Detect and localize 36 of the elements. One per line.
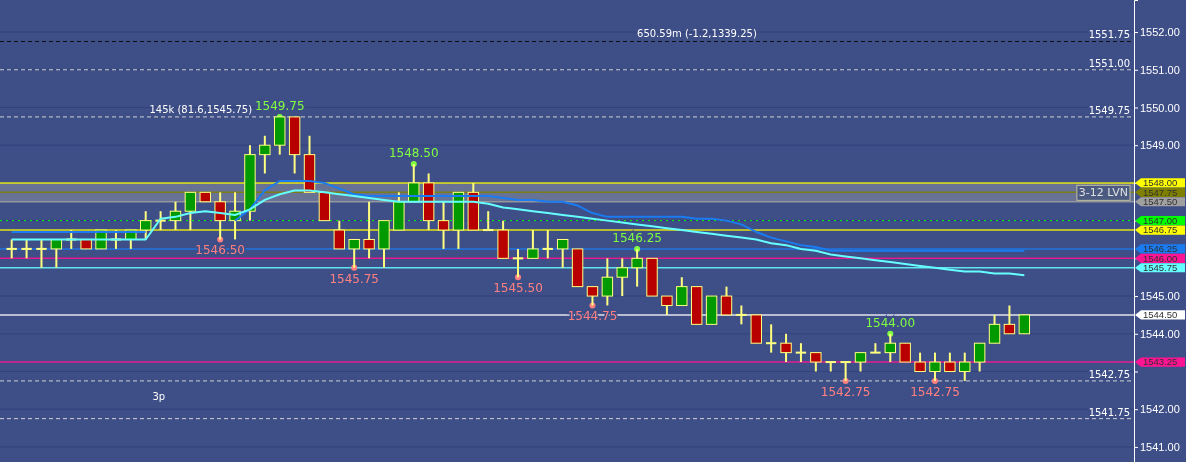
- annotation: 650.59m (-1.2,1339.25): [637, 28, 757, 40]
- ref-line-label: 1546.00: [1143, 252, 1178, 264]
- data-label: 1545.50: [493, 281, 543, 296]
- data-label: 1542.75: [820, 384, 871, 399]
- annotation: 3p: [152, 391, 166, 402]
- ref-line-label: 1541.75: [1088, 406, 1130, 418]
- ref-line-label: 1551.00: [1088, 57, 1130, 69]
- ref-line-label: 1542.75: [1088, 368, 1130, 380]
- y-tick-label: 1541.00: [1140, 440, 1180, 453]
- y-tick-label: 1542.00: [1140, 403, 1180, 416]
- ref-line-label: 1548.00: [1143, 177, 1178, 189]
- data-label: 1549.75: [254, 98, 305, 113]
- ref-line-label: 1547.00: [1143, 214, 1178, 226]
- y-tick-label: 1551.00: [1140, 63, 1180, 76]
- ref-line-label: 1551.75: [1088, 29, 1130, 41]
- data-label: 1546.50: [195, 243, 245, 258]
- band-label: 3-12 LVN: [1078, 186, 1128, 200]
- ref-line-label: 1543.25: [1143, 356, 1178, 368]
- ref-line-label: 1547.50: [1143, 196, 1178, 208]
- data-label: 1542.75: [910, 384, 960, 399]
- ref-line-label: 1545.75: [1143, 262, 1178, 274]
- y-tick-label: 1552.00: [1140, 26, 1180, 39]
- data-label: 1545.75: [329, 271, 379, 286]
- y-tick-label: 1545.00: [1140, 290, 1180, 303]
- y-tick-label: 1544.00: [1140, 327, 1180, 340]
- data-label: 1548.50: [388, 146, 439, 161]
- data-label: 1544.00: [865, 315, 916, 330]
- ref-line-label: 1546.75: [1143, 224, 1178, 236]
- ref-line-label: 1549.75: [1088, 104, 1130, 116]
- annotation: 145k (81.6,1545.75): [149, 103, 253, 115]
- y-tick-label: 1549.00: [1140, 139, 1180, 152]
- ref-line-label: 1544.50: [1143, 309, 1178, 321]
- ref-line-label: 1546.25: [1143, 243, 1178, 255]
- data-label: 1546.25: [612, 230, 662, 245]
- y-tick-label: 1550.00: [1140, 101, 1180, 114]
- ref-line-label: 1547.75: [1143, 186, 1178, 198]
